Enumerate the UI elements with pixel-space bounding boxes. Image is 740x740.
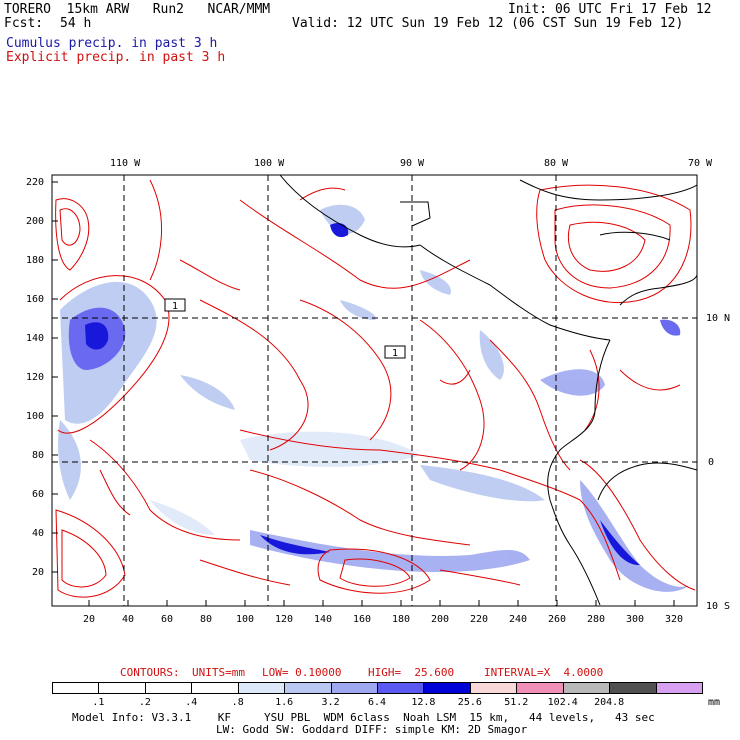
colorbar-cell [469, 682, 518, 694]
colorbar-label: 6.4 [367, 697, 387, 708]
colorbar-cell [516, 682, 564, 694]
contours-high: HIGH= 25.600 [368, 666, 455, 679]
cumulus-shading [58, 204, 690, 592]
lon-label-80w: 80 W [544, 158, 569, 169]
colorbar-cell [609, 682, 657, 694]
x-tick-label: 140 [314, 614, 333, 625]
colorbar-cell [562, 682, 611, 694]
y-tick-label: 180 [26, 255, 45, 266]
x-tick-label: 120 [275, 614, 294, 625]
y-tick-label: 160 [26, 294, 45, 305]
colorbar-cell [377, 682, 425, 694]
contours-units: UNITS=mm [192, 666, 245, 679]
valid-time: Valid: 12 UTC Sun 19 Feb 12 (06 CST Sun … [292, 16, 684, 31]
colorbar-label: 51.2 [504, 697, 529, 708]
box-label-2: 1 [392, 348, 398, 359]
y-tick-label: 120 [26, 372, 45, 383]
colorbar-cell [330, 682, 378, 694]
field-cumulus-precip: Cumulus precip. in past 3 h [6, 36, 218, 51]
y-tick-marks [52, 181, 58, 573]
x-tick-label: 260 [548, 614, 567, 625]
colorbar-cell [98, 682, 146, 694]
forecast-label: Fcst: [4, 16, 44, 31]
y-tick-label: 220 [26, 177, 45, 188]
lon-label-90w: 90 W [400, 158, 425, 169]
model-title: TORERO 15km ARW Run2 NCAR/MMM [4, 2, 271, 17]
y-tick-label: 100 [26, 411, 45, 422]
x-tick-label: 100 [236, 614, 255, 625]
contours-interval: INTERVAL=X 4.0000 [484, 666, 604, 679]
colorbar-unit: mm [708, 697, 721, 708]
colorbar-cell [52, 682, 100, 694]
init-time: Init: 06 UTC Fri 17 Feb 12 [508, 2, 712, 17]
x-tick-label: 240 [509, 614, 528, 625]
colorbar-label: .1 [92, 697, 105, 708]
colorbar-label: 204.8 [594, 697, 625, 708]
map-frame [51, 174, 698, 607]
colorbar-label: 3.2 [321, 697, 340, 708]
colorbar-cell [237, 682, 286, 694]
lon-label-110w: 110 W [110, 158, 141, 169]
x-tick-label: 200 [431, 614, 450, 625]
x-tick-label: 20 [83, 614, 96, 625]
colorbar-label: 12.8 [411, 697, 436, 708]
x-tick-label: 180 [392, 614, 411, 625]
y-tick-label: 40 [32, 528, 45, 539]
contours-label: CONTOURS: [120, 666, 180, 679]
x-tick-marks [88, 600, 675, 606]
x-tick-label: 220 [470, 614, 489, 625]
colorbar-cell [423, 682, 471, 694]
explicit-contours [55, 179, 696, 598]
contour-label-boxes: 1 1 [164, 298, 406, 359]
lon-label-70w: 70 W [688, 158, 713, 169]
colorbar-cell [655, 682, 703, 694]
x-tick-label: 300 [626, 614, 645, 625]
lat-label-0: 0 [708, 457, 715, 468]
colorbar-cell [284, 682, 332, 694]
lat-label-10n: 10 N [706, 313, 731, 324]
graticule [52, 175, 697, 606]
colorbar-label: 102.4 [547, 697, 578, 708]
x-tick-label: 40 [122, 614, 135, 625]
colorbar-label: 1.6 [275, 697, 294, 708]
x-tick-label: 320 [665, 614, 684, 625]
model-info: Model Info: V3.3.1 KF YSU PBL WDM 6class… [72, 711, 655, 724]
model-physics: LW: Godd SW: Goddard DIFF: simple KM: 2D… [216, 723, 528, 736]
contours-low: LOW= 0.10000 [262, 666, 342, 679]
y-tick-label: 20 [32, 567, 45, 578]
y-tick-label: 140 [26, 333, 45, 344]
box-label-1: 1 [172, 301, 178, 312]
y-tick-label: 60 [32, 489, 45, 500]
colorbar-label: .4 [185, 697, 198, 708]
x-tick-label: 280 [587, 614, 606, 625]
y-tick-label: 80 [32, 450, 45, 461]
colorbar-label: .2 [138, 697, 151, 708]
lat-label-10s: 10 S [706, 601, 731, 612]
colorbar-label: .8 [231, 697, 244, 708]
x-tick-label: 60 [161, 614, 174, 625]
colorbar-label: 25.6 [457, 697, 482, 708]
colorbar-cell [191, 682, 239, 694]
field-explicit-precip: Explicit precip. in past 3 h [6, 50, 226, 65]
colorbar-cell [144, 682, 193, 694]
coastline [279, 175, 697, 606]
x-tick-label: 160 [353, 614, 372, 625]
lon-label-100w: 100 W [254, 158, 285, 169]
x-tick-label: 80 [200, 614, 213, 625]
forecast-hour: 54 h [60, 16, 92, 31]
y-tick-label: 200 [26, 216, 45, 227]
